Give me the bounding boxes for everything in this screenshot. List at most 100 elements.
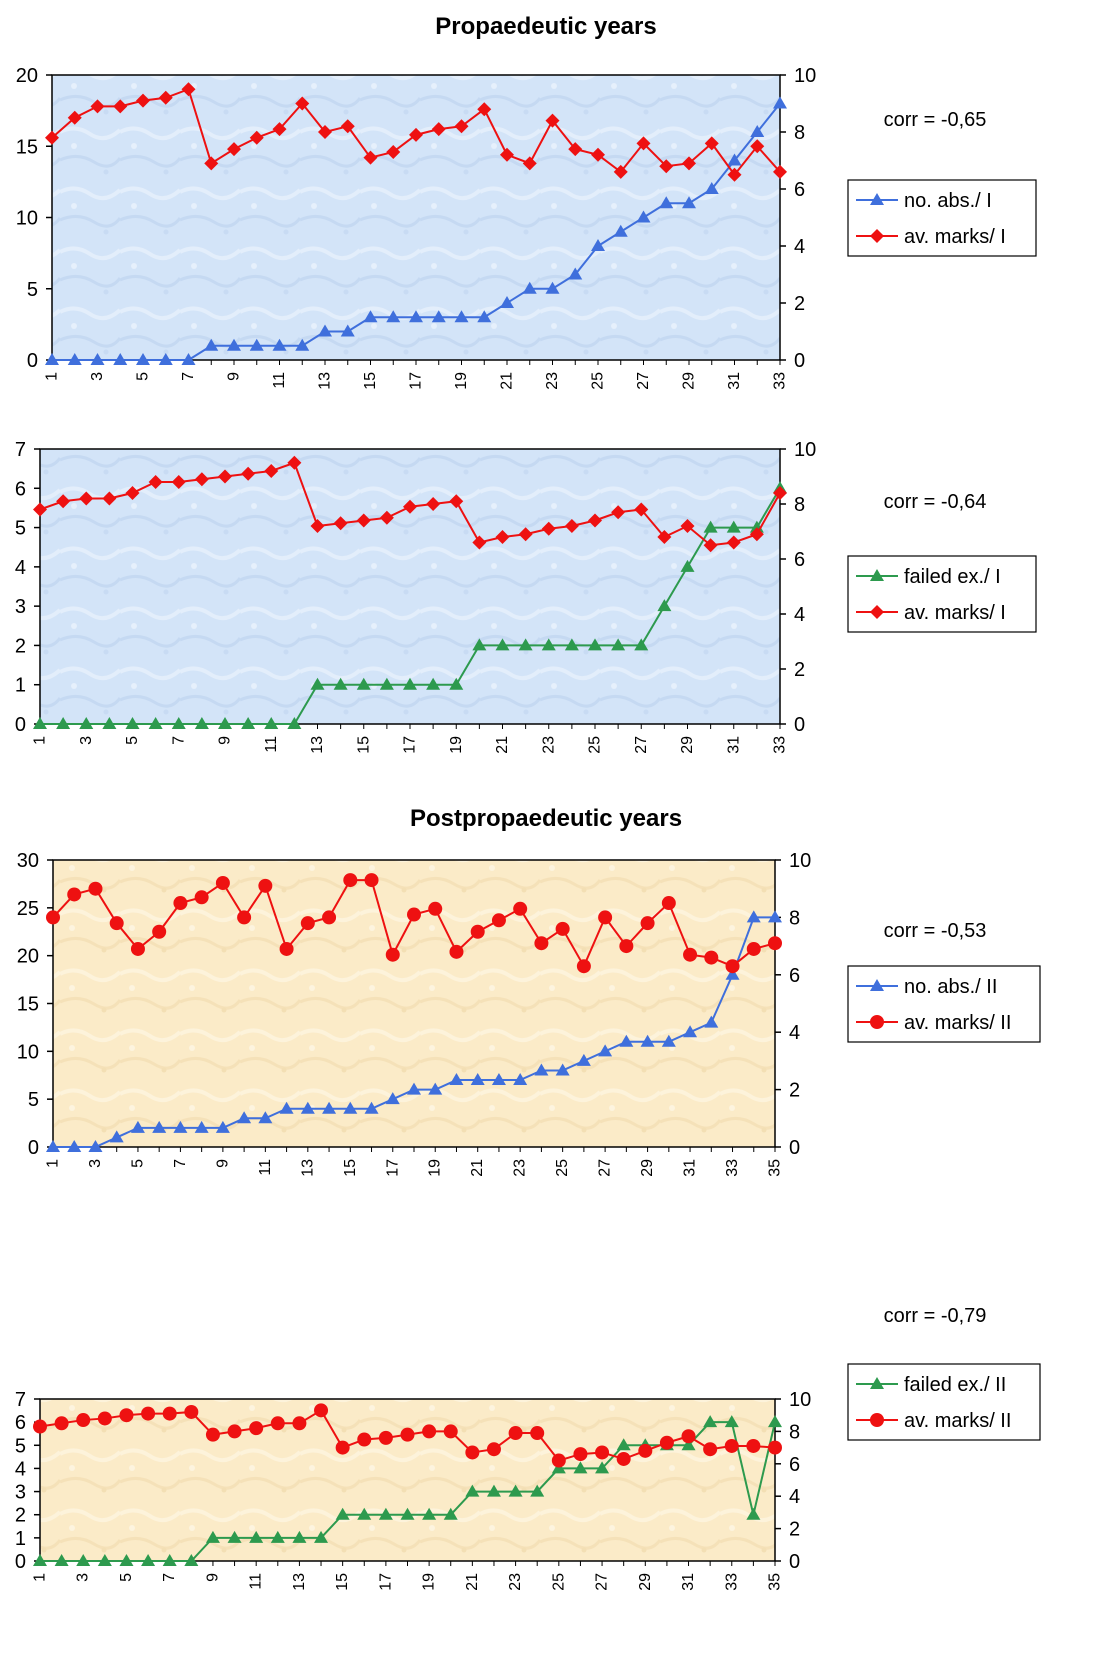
data-point — [237, 1111, 252, 1124]
left-axis-tick-label: 4 — [15, 1458, 26, 1480]
left-axis-tick-label: 5 — [27, 279, 38, 301]
section-title-propaedeutic: Propaedeutic years — [435, 13, 656, 40]
data-point — [109, 916, 124, 931]
left-axis-tick-label: 1 — [15, 1528, 26, 1550]
x-axis-tick-label: 5 — [118, 1573, 135, 1582]
data-point — [113, 99, 128, 114]
data-point — [56, 494, 71, 509]
right-axis-tick-label: 4 — [789, 1022, 800, 1044]
x-axis-tick-label: 33 — [723, 1573, 740, 1591]
data-point — [409, 127, 423, 142]
right-axis-tick-label: 10 — [789, 1389, 811, 1411]
corr-label: corr = -0,79 — [884, 1305, 987, 1327]
right-axis-tick-label: 0 — [794, 714, 805, 736]
data-point — [136, 93, 150, 108]
data-point — [508, 1484, 523, 1497]
data-point — [227, 1530, 242, 1543]
data-point — [310, 519, 325, 533]
right-axis-tick-label: 8 — [789, 907, 800, 929]
data-point — [588, 513, 602, 528]
data-point — [422, 1507, 437, 1520]
legend-label: no. abs./ I — [904, 190, 992, 212]
data-point — [364, 873, 379, 888]
data-point — [357, 1507, 372, 1520]
data-point — [148, 475, 163, 489]
x-axis-tick-label: 7 — [172, 1159, 189, 1168]
data-point — [173, 1120, 188, 1133]
right-axis-tick-label: 2 — [789, 1519, 800, 1541]
data-point — [640, 916, 655, 931]
data-point — [158, 90, 173, 105]
x-axis-tick-label: 17 — [408, 372, 425, 390]
left-axis-tick-label: 25 — [17, 898, 39, 920]
data-point — [681, 1438, 696, 1451]
data-point — [215, 1120, 230, 1133]
data-point — [725, 959, 740, 974]
data-point — [449, 1073, 464, 1086]
data-point — [750, 139, 765, 154]
data-point — [136, 353, 150, 365]
data-point — [422, 1424, 437, 1439]
data-point — [194, 1120, 209, 1133]
x-axis-tick-label: 9 — [217, 736, 234, 745]
x-axis-tick-label: 21 — [499, 372, 516, 390]
data-point — [768, 1415, 782, 1428]
data-point — [680, 559, 695, 572]
x-axis-tick-label: 5 — [124, 736, 141, 745]
data-point — [616, 1451, 631, 1466]
data-point — [56, 717, 71, 729]
x-axis-tick-label: 9 — [204, 1573, 221, 1582]
data-point — [79, 491, 94, 506]
data-point — [724, 1438, 739, 1453]
data-point — [472, 638, 487, 651]
data-point — [726, 520, 741, 533]
data-point — [616, 1438, 631, 1451]
data-point — [45, 353, 59, 365]
data-point — [568, 142, 583, 157]
data-point — [703, 1442, 718, 1457]
series-red — [33, 1403, 782, 1468]
data-point — [357, 1432, 372, 1447]
left-axis-tick-label: 3 — [15, 1482, 26, 1504]
series-blue — [45, 96, 787, 365]
data-point — [343, 873, 358, 888]
corr-label: corr = -0,65 — [884, 109, 987, 131]
data-point — [426, 677, 441, 690]
data-point — [704, 1015, 719, 1028]
data-point — [204, 156, 219, 171]
x-axis-tick-label: 5 — [135, 372, 152, 381]
data-point — [90, 353, 105, 365]
left-axis-tick-label: 0 — [28, 1137, 39, 1159]
data-point — [227, 338, 241, 351]
x-axis-tick-label: 31 — [726, 372, 743, 390]
data-point — [477, 310, 492, 323]
x-axis-tick-label: 1 — [44, 372, 61, 381]
data-point — [272, 338, 287, 351]
x-axis-tick-label: 13 — [299, 1159, 316, 1177]
data-point — [258, 1111, 273, 1124]
legend-marker — [870, 1413, 884, 1427]
data-point — [363, 310, 378, 323]
data-point — [495, 638, 510, 651]
data-point — [264, 717, 279, 729]
data-point — [634, 638, 649, 651]
left-axis-tick-label: 7 — [15, 439, 26, 461]
data-point — [378, 1507, 393, 1520]
x-axis-tick-label: 23 — [540, 736, 557, 754]
data-point — [88, 1140, 103, 1152]
x-axis-tick-label: 1 — [32, 736, 49, 745]
data-point — [148, 717, 163, 729]
data-point — [218, 469, 232, 484]
x-axis-tick-label: 35 — [767, 1159, 784, 1177]
data-point — [661, 896, 676, 911]
data-point — [555, 1063, 570, 1076]
data-point — [681, 1429, 696, 1444]
right-axis-tick-label: 8 — [789, 1421, 800, 1443]
data-point — [472, 535, 487, 550]
data-point — [591, 239, 605, 251]
series-red — [45, 82, 787, 182]
data-point — [97, 1411, 112, 1426]
data-point — [314, 1403, 329, 1418]
